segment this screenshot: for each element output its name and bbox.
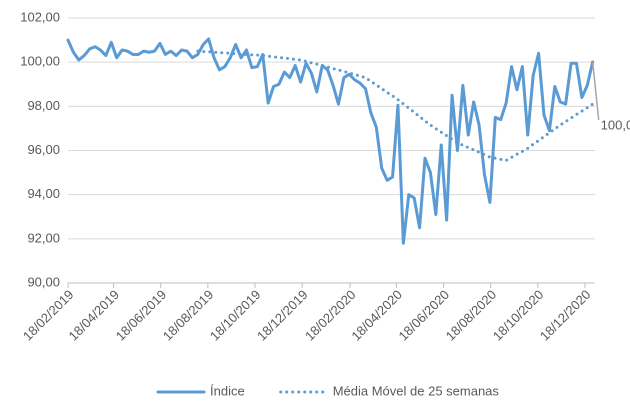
legend-label: Índice (210, 383, 245, 398)
y-tick-label: 96,00 (27, 142, 60, 157)
x-tick-label: 18/12/2020 (537, 287, 594, 344)
annotation-leader (591, 61, 600, 121)
y-tick-label: 94,00 (27, 186, 60, 201)
y-tick-label: 100,00 (20, 54, 60, 69)
y-tick-label: 90,00 (27, 274, 60, 289)
y-tick-label: 102,00 (20, 9, 60, 24)
y-tick-label: 98,00 (27, 98, 60, 113)
y-tick-label: 92,00 (27, 230, 60, 245)
x-tick-label: 18/12/2019 (254, 287, 311, 344)
series-line (66, 37, 595, 245)
series-line (196, 49, 595, 162)
legend-label: Média Móvel de 25 semanas (333, 383, 500, 398)
annotation: 100,01 (601, 117, 630, 132)
